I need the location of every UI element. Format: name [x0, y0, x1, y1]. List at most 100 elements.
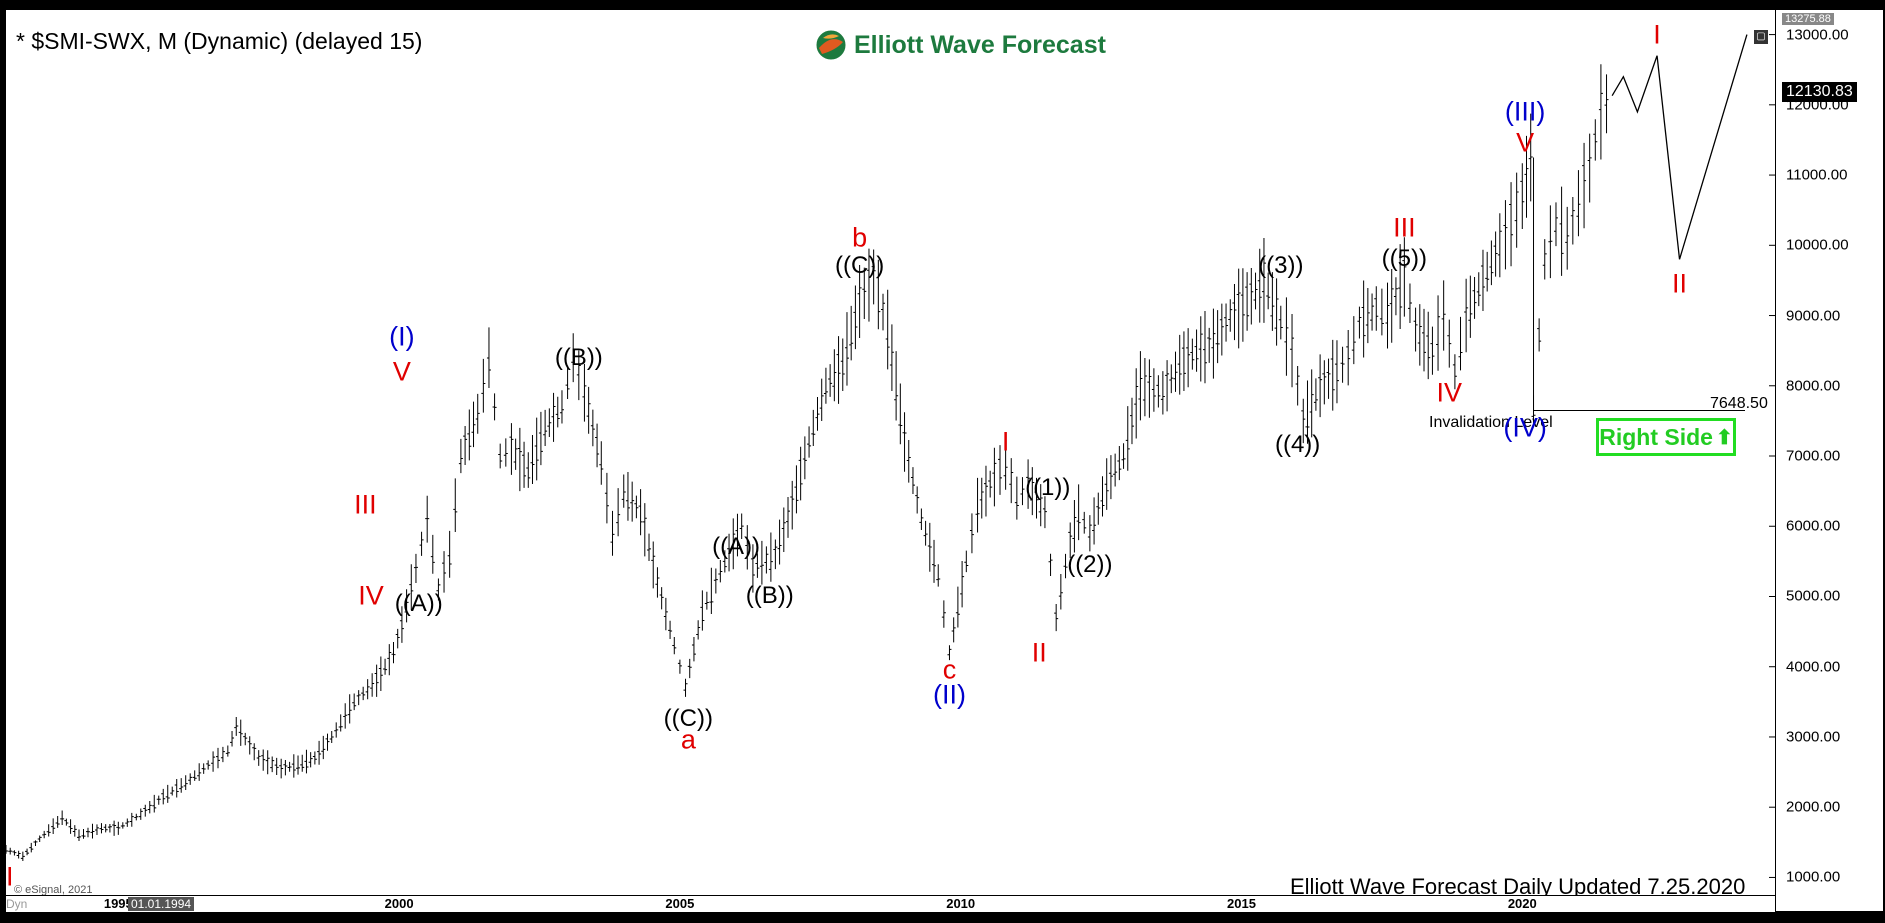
ohlc-bar [1357, 306, 1362, 339]
ohlc-bar [498, 443, 503, 469]
ohlc-bar [453, 478, 458, 532]
wave-label: ((B)) [745, 582, 794, 610]
ohlc-bar [270, 756, 275, 773]
invalidation-label: Invalidation Level [1429, 414, 1553, 431]
ohlc-bar [1374, 286, 1379, 331]
ohlc-bar [215, 747, 220, 769]
plot-area[interactable]: * $SMI-SWX, M (Dynamic) (delayed 15) Ell… [6, 10, 1775, 911]
ohlc-bar [983, 465, 988, 517]
ohlc-bar [1301, 398, 1306, 444]
ohlc-bar [1604, 74, 1609, 134]
wave-label: ((4)) [1274, 431, 1321, 459]
y-tick-label: 11000.00 [1786, 166, 1848, 184]
ohlc-bar [551, 392, 556, 442]
ohlc-bar [72, 825, 77, 837]
ohlc-bar [975, 477, 980, 533]
ohlc-bar [1476, 272, 1481, 307]
y-tick-label: 2000.00 [1786, 798, 1841, 816]
ohlc-bar [955, 586, 960, 628]
ohlc-bar [252, 743, 257, 761]
ohlc-bar [94, 824, 99, 835]
ohlc-bar [700, 590, 705, 631]
ohlc-bar [1402, 237, 1407, 317]
ohlc-bar [1160, 371, 1165, 415]
ohlc-bar [582, 364, 587, 422]
ohlc-bar [881, 293, 886, 331]
price-axis[interactable]: 1000.00 2000.00 3000.00 4000.00 5000.00 6000.… [1775, 10, 1883, 911]
projection-path [1611, 34, 1748, 260]
ohlc-bar [798, 446, 803, 501]
y-tick-label: 8000.00 [1786, 377, 1841, 395]
ohlc-bar [391, 642, 396, 664]
ohlc-bar [138, 808, 143, 820]
ohlc-bar [794, 465, 799, 514]
invalidation-line [1533, 157, 1745, 411]
ohlc-bar [1198, 316, 1203, 382]
ohlc-bar [1063, 553, 1068, 579]
ohlc-bar [430, 534, 435, 574]
ohlc-bar [1305, 380, 1310, 444]
ohlc-bar [1565, 206, 1570, 270]
ohlc-bar [819, 378, 824, 421]
x-tick-label: 2015 [1227, 896, 1256, 911]
ohlc-bar [16, 850, 21, 859]
ohlc-bar [672, 637, 677, 655]
ohlc-bar [849, 305, 854, 361]
ohlc-bar [447, 530, 452, 578]
update-footer: Elliott Wave Forecast Daily Updated 7.25… [1290, 874, 1746, 899]
ohlc-bar [1509, 182, 1514, 267]
ohlc-bar [1068, 522, 1073, 559]
ohlc-bar [296, 755, 301, 775]
wave-label: V [1516, 127, 1535, 158]
ohlc-bar [599, 441, 604, 485]
ohlc-bar [338, 714, 343, 732]
ohlc-bar [1458, 316, 1463, 371]
ohlc-bar [1370, 293, 1375, 331]
ohlc-bar [304, 749, 309, 774]
ohlc-bar [243, 732, 248, 746]
ohlc-bar [547, 408, 552, 437]
ohlc-bar [1009, 458, 1014, 504]
ohlc-bar [125, 818, 130, 827]
ohlc-bar [425, 495, 430, 543]
y-tick-label: 9000.00 [1786, 307, 1841, 325]
y-tick-label: 3000.00 [1786, 728, 1841, 746]
ohlc-bar [889, 324, 894, 391]
brand-name: Elliott Wave Forecast [854, 30, 1106, 59]
wave-label: ((C)) [663, 705, 713, 733]
ohlc-bar [238, 719, 243, 746]
ohlc-bar [807, 426, 812, 458]
ohlc-bar [836, 336, 841, 404]
ohlc-bar [1426, 311, 1431, 380]
ohlc-bar [1134, 368, 1139, 439]
ohlc-bar [107, 823, 112, 833]
ohlc-bar [20, 851, 25, 862]
ohlc-bar [1318, 354, 1323, 418]
ohlc-bar [374, 664, 379, 697]
ohlc-bar [1096, 492, 1101, 525]
time-axis[interactable]: 1995 2000 2005 2010 2015 2020 [6, 895, 1775, 912]
wave-label: ((5)) [1381, 245, 1428, 273]
ohlc-bar [979, 477, 984, 519]
ohlc-bar [442, 551, 447, 593]
ohlc-bar [486, 327, 491, 389]
ohlc-bar [1441, 280, 1446, 351]
ohlc-bar [992, 447, 997, 507]
ohlc-bar [481, 358, 486, 413]
ohlc-bar [811, 409, 816, 446]
ohlc-bar [790, 480, 795, 530]
ohlc-bar [894, 351, 899, 421]
ohlc-bar [1186, 328, 1191, 388]
ohlc-bar [919, 508, 924, 530]
ohlc-bar [1361, 280, 1366, 358]
ohlc-bar [256, 750, 261, 766]
ohlc-bar [616, 488, 621, 537]
ohlc-bar [283, 759, 288, 776]
up-arrow-icon: ⬆ [1715, 426, 1733, 449]
ohlc-bar [621, 474, 626, 508]
dyn-label: Dyn [6, 897, 28, 911]
ohlc-bar [1542, 239, 1547, 280]
window-restore-icon[interactable]: ▢ [1754, 30, 1768, 44]
ohlc-bar [1313, 378, 1318, 411]
ohlc-bar [625, 472, 630, 521]
